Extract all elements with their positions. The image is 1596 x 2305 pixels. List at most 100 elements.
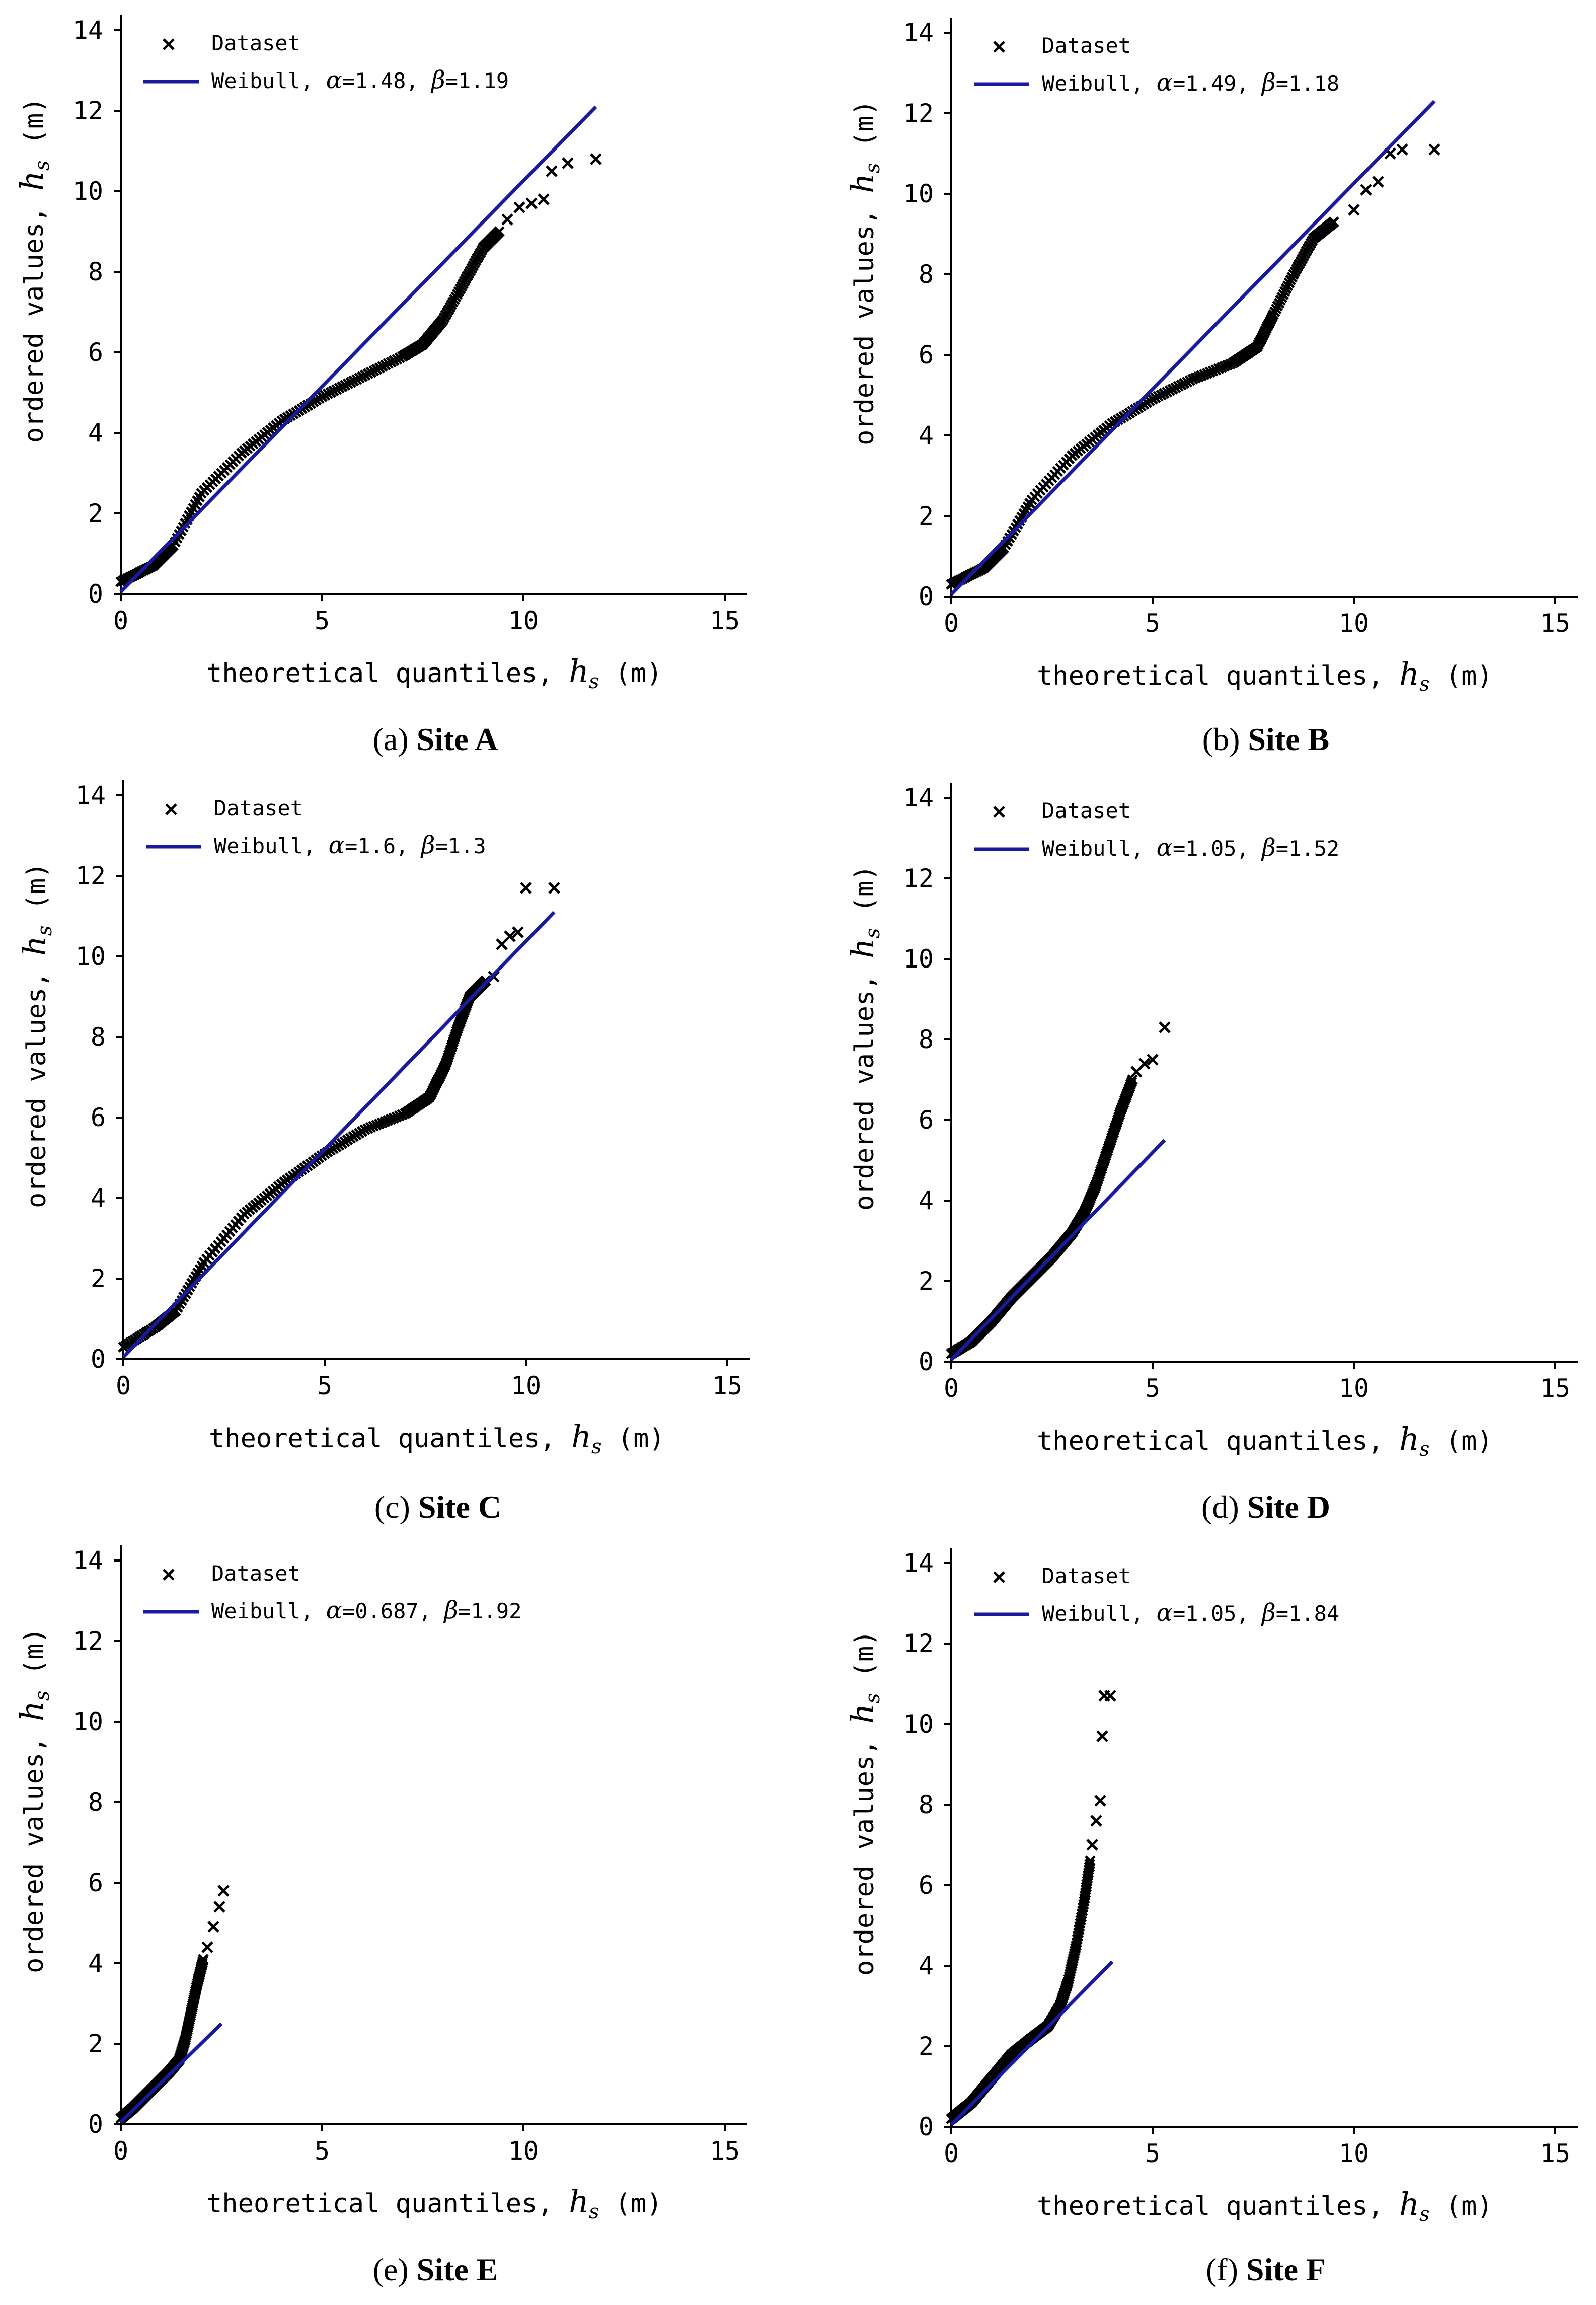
- dataset-point: [494, 226, 505, 237]
- legend-alpha-symbol: α: [1157, 68, 1173, 97]
- legend-beta-value: =1.52: [1276, 836, 1339, 861]
- marker-stroke: [1147, 1054, 1159, 1066]
- marker-stroke: [501, 213, 513, 226]
- x-tick-label: 5: [315, 2136, 330, 2166]
- marker-stroke: [1372, 176, 1384, 188]
- panel-title: Site D: [1247, 1489, 1330, 1525]
- legend-beta-value: =1.3: [435, 834, 486, 858]
- marker-stroke: [548, 882, 560, 894]
- x-axis-title: theoretical quantiles, hs (m): [206, 2183, 662, 2223]
- y-tick-label: 14: [903, 783, 934, 812]
- y-tick-label: 0: [91, 1345, 106, 1374]
- y-tick-label: 10: [903, 179, 934, 208]
- y-tick-label: 0: [919, 582, 934, 611]
- x-tick-label: 15: [1540, 609, 1570, 638]
- dataset-point: [562, 157, 574, 169]
- dataset-point: [513, 201, 525, 213]
- y-tick-label: 14: [73, 1546, 103, 1575]
- y-axis-unit: (m): [22, 862, 52, 925]
- x-tick-label: 0: [113, 606, 128, 635]
- y-tick-label: 4: [919, 1186, 934, 1215]
- y-axis-title: ordered values, hs (m): [14, 1627, 54, 1973]
- x-axis-title: theoretical quantiles, hs (m): [1037, 1421, 1493, 1461]
- dataset-point: [207, 1921, 219, 1933]
- dataset-point: [590, 153, 602, 165]
- y-tick-label: 12: [903, 1629, 934, 1658]
- y-axis-var-sub: s: [861, 163, 884, 174]
- legend-dataset-label: Dataset: [211, 1561, 300, 1586]
- weibull-fit-line: [122, 911, 556, 1359]
- x-axis-var: h: [569, 653, 589, 690]
- marker-stroke: [1138, 1058, 1151, 1070]
- marker-stroke: [1384, 147, 1396, 160]
- marker-stroke: [1104, 1690, 1116, 1702]
- x-axis-title-text: theoretical quantiles,: [1037, 1426, 1399, 1456]
- dataset-point: [1428, 143, 1440, 156]
- marker-stroke: [494, 226, 505, 237]
- y-tick-label: 8: [88, 1788, 103, 1817]
- x-tick-label: 10: [508, 606, 539, 635]
- legend-beta-symbol: β: [1261, 1599, 1276, 1627]
- panel-title: Site F: [1246, 2252, 1326, 2287]
- marker-stroke: [165, 803, 177, 815]
- x-tick-label: 10: [508, 2136, 539, 2166]
- y-tick-label: 6: [88, 338, 103, 367]
- marker-stroke: [198, 1954, 209, 1965]
- y-tick-label: 8: [919, 260, 934, 289]
- panel-caption: (b) Site B: [1202, 721, 1329, 757]
- y-tick-label: 6: [91, 1103, 106, 1132]
- legend-weibull-name: Weibull,: [211, 68, 326, 93]
- panel-caption: (d) Site D: [1201, 1489, 1330, 1525]
- dataset-point: [1138, 1058, 1151, 1070]
- dataset-point: [1094, 1795, 1106, 1807]
- y-axis-var-sub: s: [33, 926, 56, 936]
- y-tick-label: 6: [88, 1868, 103, 1897]
- dataset-point: [1127, 1074, 1138, 1085]
- dataset-point: [548, 882, 560, 894]
- y-tick-label: 12: [73, 96, 103, 125]
- panel-caption: (c) Site C: [374, 1489, 501, 1525]
- legend-weibull-name: Weibull,: [1042, 71, 1157, 96]
- y-tick-label: 4: [88, 1949, 103, 1978]
- y-axis-unit: (m): [19, 1627, 49, 1690]
- y-tick-label: 8: [919, 1790, 934, 1819]
- y-tick-label: 14: [73, 16, 103, 45]
- x-tick-label: 15: [1540, 1374, 1570, 1403]
- y-tick-label: 4: [919, 421, 934, 450]
- legend-beta-value: =1.18: [1276, 71, 1339, 96]
- marker-stroke: [201, 1941, 213, 1953]
- weibull-fit-line: [950, 1960, 1114, 2126]
- legend-beta-symbol: β: [430, 66, 445, 94]
- x-tick-label: 10: [511, 1371, 541, 1400]
- y-tick-label: 6: [919, 1105, 934, 1135]
- y-tick-label: 0: [919, 2112, 934, 2141]
- x-tick-label: 15: [1540, 2139, 1570, 2168]
- y-axis-title: ordered values, hs (m): [844, 865, 884, 1211]
- x-tick-label: 5: [1145, 609, 1160, 638]
- y-axis-var-sub: s: [861, 1693, 884, 1704]
- y-tick-label: 2: [88, 2029, 103, 2058]
- dataset-point: [520, 882, 532, 894]
- legend-weibull-label: Weibull, α=1.6, β=1.3: [214, 831, 486, 859]
- x-tick-label: 0: [944, 1374, 959, 1403]
- marker-stroke: [207, 1921, 219, 1933]
- panel-letter: (a): [373, 721, 417, 757]
- legend-dataset-label: Dataset: [1042, 1564, 1131, 1588]
- x-axis-var: h: [569, 2183, 589, 2220]
- x-tick-label: 10: [1339, 1374, 1369, 1403]
- y-tick-label: 8: [88, 257, 103, 286]
- y-tick-label: 0: [88, 579, 103, 609]
- legend-dataset-marker: [163, 38, 175, 50]
- y-tick-label: 10: [75, 942, 106, 971]
- y-tick-label: 8: [919, 1025, 934, 1054]
- legend-alpha-symbol: α: [1157, 1599, 1173, 1627]
- legend-beta-symbol: β: [1261, 68, 1276, 97]
- panel-caption: (e) Site E: [373, 2252, 498, 2287]
- dataset-point: [1159, 1021, 1171, 1033]
- legend-dataset-label: Dataset: [211, 31, 300, 55]
- panel-caption: (f) Site F: [1206, 2252, 1326, 2287]
- legend-beta-value: =1.92: [458, 1599, 521, 1623]
- x-tick-label: 15: [710, 2136, 740, 2166]
- marker-stroke: [213, 1901, 225, 1913]
- legend-alpha-value: =1.49,: [1173, 71, 1262, 96]
